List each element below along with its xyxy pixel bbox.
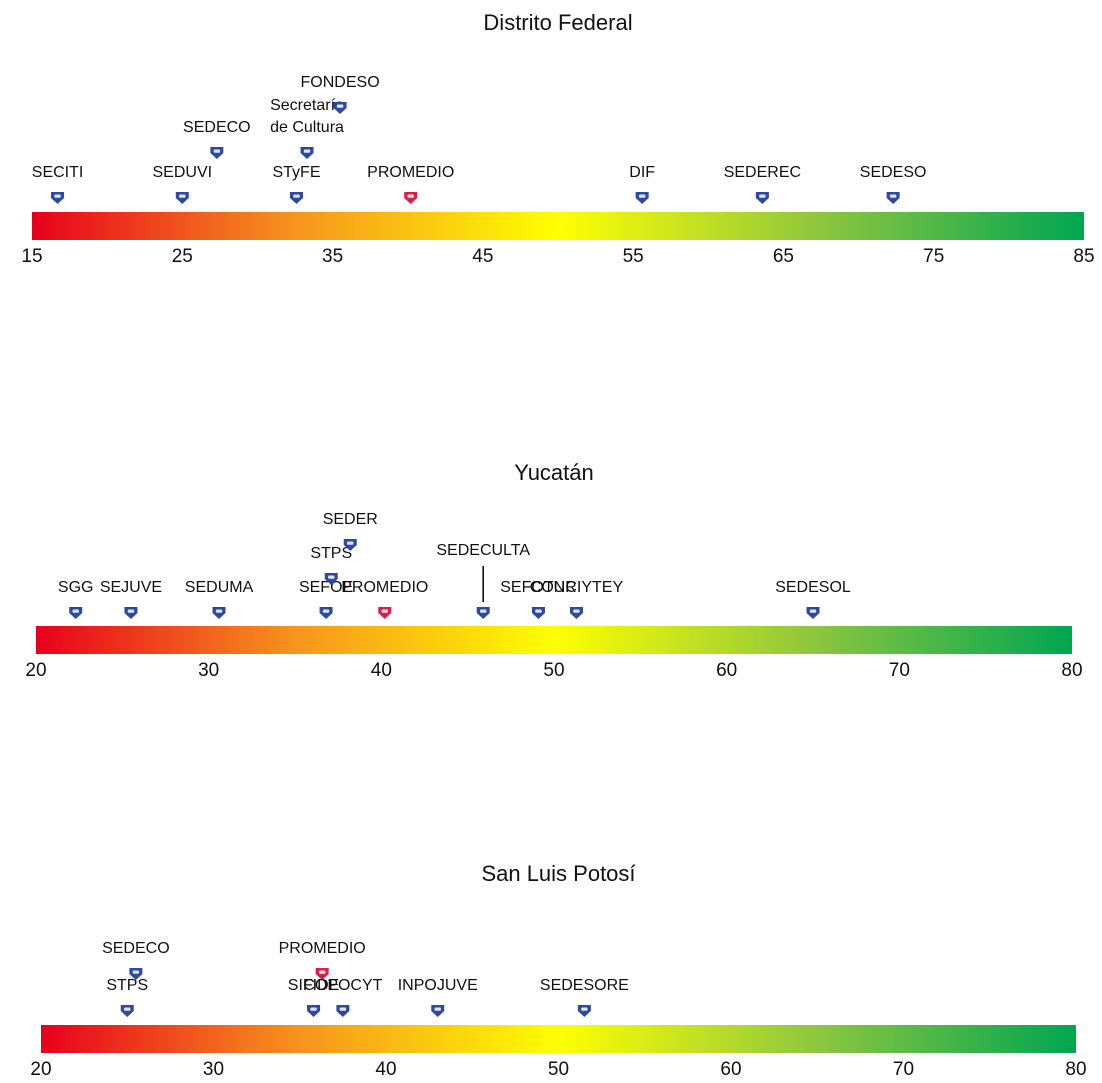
agency-marker	[51, 192, 65, 204]
tick-label: 15	[21, 246, 42, 267]
agency-marker	[431, 1005, 445, 1017]
agency-marker	[569, 607, 583, 619]
tick-label: 50	[548, 1059, 569, 1078]
agency-marker	[476, 607, 490, 619]
agency-marker	[290, 192, 304, 204]
point-label: SEDUMA	[185, 579, 254, 596]
point-label: CONCIYTEY	[530, 579, 624, 596]
tick-label: 60	[716, 660, 737, 681]
chart-title: Yucatán	[514, 460, 594, 485]
color-scale-bar	[36, 626, 1072, 654]
point-label: SECITI	[32, 164, 84, 181]
agency-marker	[212, 607, 226, 619]
tick-label: 20	[30, 1059, 51, 1078]
tick-label: 65	[773, 246, 794, 267]
agency-marker	[129, 968, 143, 980]
agency-marker	[124, 607, 138, 619]
point-label: SEJUVE	[100, 579, 162, 596]
chart-panel: Distrito Federal 15 25 35 45 55 65 75 85 SECITI SE…	[21, 10, 1094, 267]
point-label: PROMEDIO	[279, 940, 366, 957]
point-label: STPS	[106, 977, 148, 994]
tick-label: 40	[371, 660, 392, 681]
tick-label: 70	[889, 660, 910, 681]
agency-marker	[333, 102, 347, 114]
tick-label: 80	[1065, 1059, 1086, 1078]
point-label: SEDER	[323, 511, 378, 528]
point-label: STyFE	[272, 164, 320, 181]
agency-marker	[755, 192, 769, 204]
point-label: FONDESO	[301, 74, 380, 91]
color-scale-bar	[32, 212, 1084, 240]
point-label: SIFIDE	[288, 977, 340, 994]
agency-marker	[336, 1005, 350, 1017]
agency-marker	[577, 1005, 591, 1017]
tick-label: 60	[720, 1059, 741, 1078]
tick-label: 85	[1073, 246, 1094, 267]
agency-marker	[531, 607, 545, 619]
point-label: SEDEREC	[724, 164, 801, 181]
point-label: SEDECO	[183, 119, 251, 136]
point-label: PROMEDIO	[341, 579, 428, 596]
tick-label: 75	[923, 246, 944, 267]
agency-marker	[319, 607, 333, 619]
tick-label: 80	[1061, 660, 1082, 681]
tick-label: 35	[322, 246, 343, 267]
color-scale-bar	[41, 1025, 1076, 1053]
tick-label: 40	[375, 1059, 396, 1078]
average-marker	[378, 607, 392, 619]
chart-panel: San Luis Potosí 20 30 40 50 60 70 80 STPS SEDECO S…	[30, 861, 1086, 1080]
point-label: SEFOE	[299, 579, 353, 596]
chart-title: Distrito Federal	[483, 10, 632, 35]
point-label: INPOJUVE	[398, 977, 478, 994]
point-label: DIF	[629, 164, 655, 181]
agency-marker	[324, 573, 338, 585]
tick-label: 70	[893, 1059, 914, 1078]
chart-title: San Luis Potosí	[481, 861, 635, 886]
agency-marker	[300, 147, 314, 159]
point-label: SEDESORE	[540, 977, 629, 994]
point-label: PROMEDIO	[367, 164, 454, 181]
average-marker	[315, 968, 329, 980]
agency-marker	[69, 607, 83, 619]
point-label: SEDUVI	[152, 164, 212, 181]
agency-marker	[175, 192, 189, 204]
point-label: SEDESO	[860, 164, 927, 181]
point-label: COPOCYT	[303, 977, 382, 994]
tick-label: 55	[623, 246, 644, 267]
point-label: STPS	[310, 545, 352, 562]
point-label: SEFOTUR	[500, 579, 576, 596]
point-label: Secretaría de Cultura	[270, 97, 344, 136]
chart-panel: Yucatán 20 30 40 50 60 70 80 SGG SEJUVE SEDUMA SEFO…	[25, 460, 1082, 681]
agency-marker	[210, 147, 224, 159]
agency-marker	[806, 607, 820, 619]
point-label: SEDECULTA	[436, 542, 530, 559]
agency-marker	[120, 1005, 134, 1017]
tick-label: 30	[203, 1059, 224, 1078]
tick-label: 30	[198, 660, 219, 681]
tick-label: 50	[543, 660, 564, 681]
agency-marker	[307, 1005, 321, 1017]
tick-label: 45	[472, 246, 493, 267]
point-label: SGG	[58, 579, 94, 596]
tick-label: 25	[172, 246, 193, 267]
agency-marker	[343, 539, 357, 551]
average-marker	[404, 192, 418, 204]
point-label: SEDESOL	[775, 579, 851, 596]
agency-marker	[635, 192, 649, 204]
agency-marker	[886, 192, 900, 204]
point-label: SEDECO	[102, 940, 170, 957]
tick-label: 20	[25, 660, 46, 681]
